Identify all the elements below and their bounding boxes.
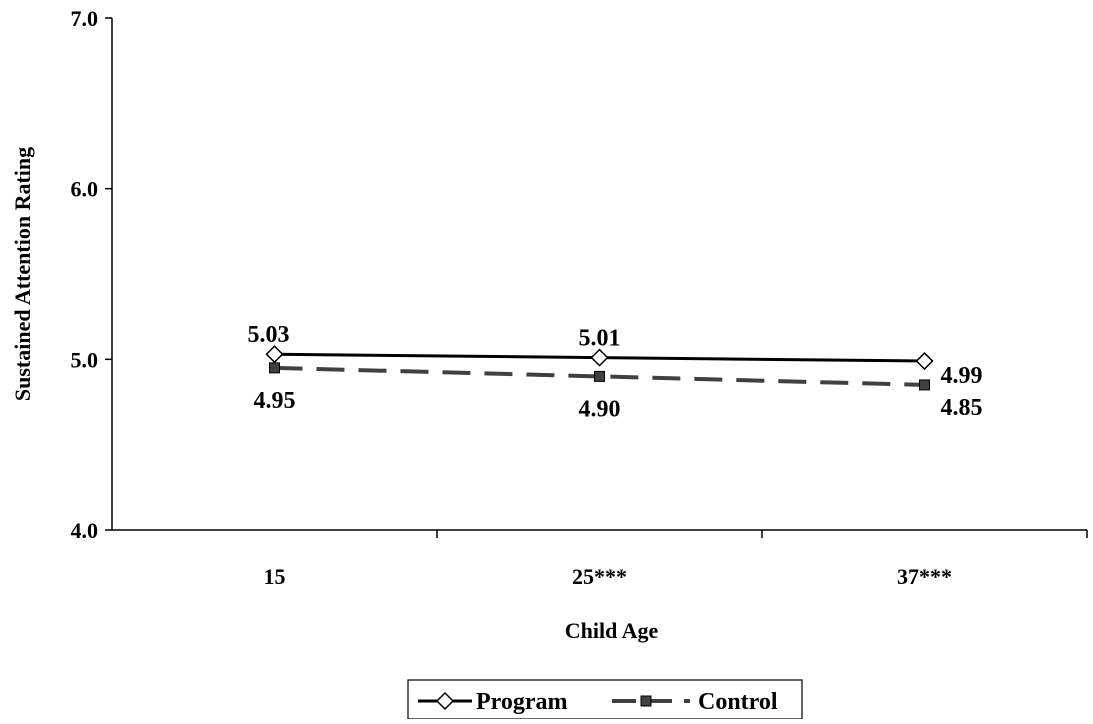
series-control: 4.95 4.90 4.85 xyxy=(254,362,983,422)
series-line-control xyxy=(274,365,925,387)
x-tick-label: 37*** xyxy=(897,564,952,589)
axes: 4.0 5.0 6.0 7.0 15 25*** 37*** xyxy=(71,6,1088,589)
data-point-program xyxy=(265,345,284,364)
data-label-program: 4.99 xyxy=(941,363,983,389)
legend: Program Control xyxy=(407,679,803,720)
x-ticks: 15 25*** 37*** xyxy=(264,530,1088,589)
data-point-control xyxy=(919,379,930,391)
data-label-program: 5.03 xyxy=(248,322,290,348)
data-label-program: 5.01 xyxy=(579,326,621,352)
series-layer: 5.03 5.01 4.99 4.95 4.90 4.85 xyxy=(248,322,983,422)
legend-label-control: Control xyxy=(698,689,778,715)
legend-box xyxy=(407,679,803,720)
data-label-control: 4.85 xyxy=(941,395,983,421)
y-tick-label: 5.0 xyxy=(71,347,99,372)
data-label-control: 4.90 xyxy=(579,396,621,422)
legend-marker-control xyxy=(640,695,652,707)
x-tick-label: 15 xyxy=(264,564,286,589)
series-program: 5.03 5.01 4.99 xyxy=(248,322,983,389)
data-point-control xyxy=(594,370,605,382)
legend-items: Program Control xyxy=(418,689,778,715)
y-tick-label: 7.0 xyxy=(71,6,99,31)
data-label-control: 4.95 xyxy=(254,388,296,414)
legend-label-program: Program xyxy=(476,689,568,715)
x-tick-label: 25*** xyxy=(572,564,627,589)
data-point-control xyxy=(269,362,280,374)
legend-marker-program xyxy=(435,691,455,711)
y-ticks: 4.0 5.0 6.0 7.0 xyxy=(71,6,112,543)
data-point-program xyxy=(590,348,609,367)
y-tick-label: 4.0 xyxy=(71,518,99,543)
data-point-program xyxy=(915,351,934,371)
y-tick-label: 6.0 xyxy=(71,177,99,202)
x-axis-title: Child Age xyxy=(565,618,659,643)
y-axis-title: Sustained Attention Rating xyxy=(10,147,35,401)
